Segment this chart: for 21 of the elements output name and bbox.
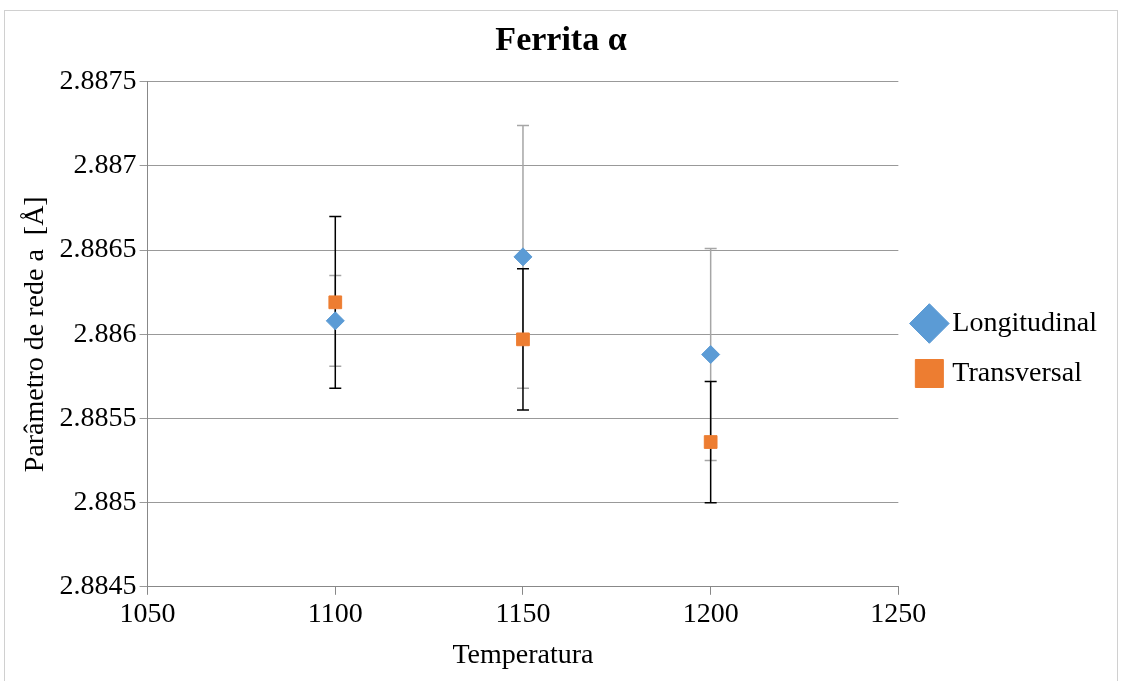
- chart-title: Ferrita α: [495, 20, 627, 58]
- x-tick-label: 1100: [307, 596, 363, 628]
- legend-label: Longitudinal: [952, 305, 1098, 337]
- point: [328, 295, 343, 310]
- point: [325, 311, 345, 331]
- legend-label: Transversal: [952, 355, 1083, 387]
- y-axis-title: Parâmetro de rede a [Å]: [18, 196, 50, 473]
- y-tick-label: 2.887: [73, 148, 137, 180]
- x-axis-title: Temperatura: [452, 637, 595, 669]
- x-tick-label: 1200: [682, 596, 739, 628]
- x-tick-label: 1150: [495, 596, 551, 628]
- y-tick-label: 2.8875: [59, 64, 137, 96]
- point: [516, 332, 530, 347]
- y-tick-label: 2.8865: [59, 232, 137, 264]
- point: [701, 345, 721, 364]
- point: [703, 435, 718, 449]
- x-tick-label: 1250: [870, 596, 927, 628]
- y-tick-label: 2.886: [73, 316, 137, 348]
- y-tick-label: 2.885: [73, 484, 137, 516]
- point: [513, 247, 533, 267]
- y-tick-label: 2.8855: [59, 400, 137, 432]
